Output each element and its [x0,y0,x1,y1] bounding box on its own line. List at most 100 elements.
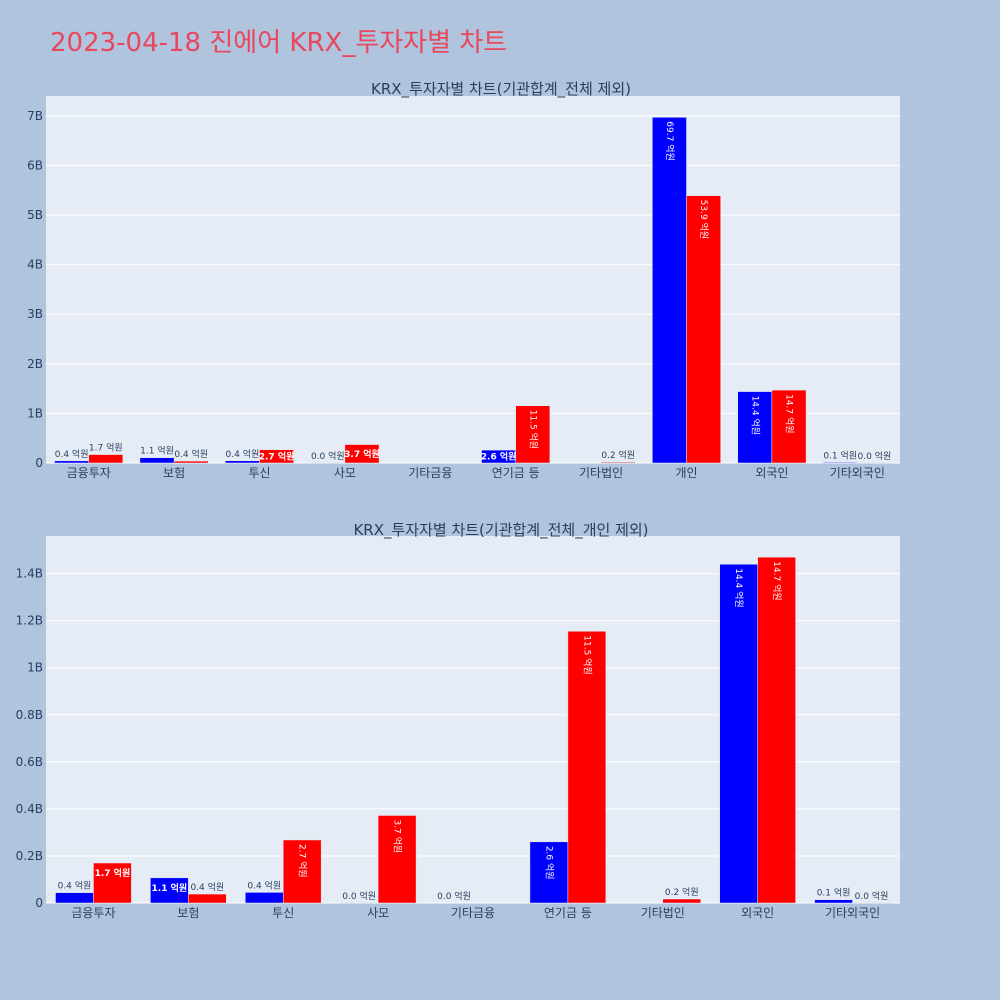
chart-title: KRX_투자자별 차트(기관합계_전체 제외) [371,80,631,99]
bar [377,815,417,904]
bar [719,563,758,904]
y-tick-label: 0 [35,896,43,910]
bar [173,460,209,464]
y-tick-label: 0 [35,456,43,470]
data-label: 0.2 억원 [601,449,635,461]
data-label: 14.7 억원 [771,561,783,600]
bar [88,454,124,464]
bar [567,631,607,904]
bar [822,462,858,464]
data-label: 14.7 억원 [783,394,795,433]
data-label: 2.7 억원 [259,450,295,462]
x-tick-label: 기타법인 [641,906,685,920]
y-tick-label: 1.2B [16,614,43,628]
bar [529,841,569,904]
data-label: 11.5 억원 [527,410,539,449]
y-tick-label: 0.2B [16,849,43,863]
bar [600,461,636,464]
y-tick-label: 2B [27,357,43,371]
data-label: 2.6 억원 [543,846,555,880]
bar [55,892,94,904]
x-tick-label: 금융투자 [67,466,111,480]
y-tick-label: 7B [27,109,43,123]
x-tick-label: 외국인 [741,906,774,920]
y-tick-label: 0.8B [16,708,43,722]
data-label: 0.0 억원 [311,450,345,462]
bar [652,117,687,464]
data-label: 0.4 억원 [58,880,92,892]
x-tick-label: 기타법인 [579,466,623,480]
data-label: 1.7 억원 [89,442,123,454]
x-tick-label: 기타금융 [451,906,495,920]
bar [686,195,721,464]
x-tick-label: 투신 [248,466,270,480]
data-label: 0.1 억원 [823,449,857,461]
chart-top: KRX_투자자별 차트(기관합계_전체 제외) 0 1B 2B 3B 4B 5B 6B 7B 금융… [27,80,900,480]
x-tick-label: 투신 [272,906,294,920]
data-label: 0.4 억원 [247,879,281,891]
x-tick-label: 사모 [334,466,356,480]
x-tick-label: 개인 [675,466,697,480]
bar [245,892,284,904]
x-tick-label: 외국인 [755,466,788,480]
data-label: 2.6 억원 [481,451,517,463]
x-tick-label: 보험 [177,906,199,920]
y-tick-label: 1B [27,661,43,675]
data-label: 1.1 억원 [140,445,174,457]
y-tick-label: 1B [27,406,43,420]
x-tick-label: 기타외국인 [825,906,880,920]
data-label: 3.7 억원 [392,819,404,853]
bar [225,460,260,464]
bar [282,839,322,904]
bar [737,391,773,464]
data-label: 0.2 억원 [665,886,699,898]
data-label: 14.4 억원 [733,568,745,607]
bar [515,405,551,464]
data-label: 14.4 억원 [749,396,761,435]
bar [662,898,701,904]
bar [757,556,796,904]
bar [93,862,132,904]
x-tick-label: 금융투자 [71,906,115,920]
bar [54,460,89,464]
data-label: 0.1 억원 [817,887,851,899]
data-label: 53.9 억원 [698,200,710,239]
x-tick-label: 연기금 등 [544,906,592,920]
data-label: 11.5 억원 [581,635,593,674]
chart-title: KRX_투자자별 차트(기관합계_전체_개인 제외) [353,521,648,540]
bar [259,449,294,464]
data-label: 69.7 억원 [664,121,676,160]
x-tick-label: 기타외국인 [830,466,885,480]
data-label: 0.0 억원 [858,450,892,462]
x-tick-label: 보험 [163,466,185,480]
page-title: 2023-04-18 진에어 KRX_투자자별 차트 [50,28,508,58]
bar [188,893,227,904]
y-tick-label: 0.4B [16,802,43,816]
data-label: 2.7 억원 [297,844,309,878]
x-tick-label: 기타금융 [408,466,452,480]
y-tick-label: 4B [27,258,43,272]
data-label: 0.4 억원 [190,881,224,893]
data-label: 1.1 억원 [152,882,188,894]
y-tick-label: 1.4B [16,567,43,581]
bar [344,444,380,464]
y-tick-label: 0.6B [16,755,43,769]
data-label: 0.0 억원 [855,890,889,902]
x-tick-label: 사모 [367,906,389,920]
data-label: 0.4 억원 [174,448,208,460]
y-tick-label: 3B [27,307,43,321]
data-label: 0.0 억원 [342,890,376,902]
y-tick-label: 6B [27,158,43,172]
data-label: 0.4 억원 [55,448,89,460]
bar [150,877,189,904]
bar [771,389,807,464]
bar [139,457,175,464]
chart-bottom: KRX_투자자별 차트(기관합계_전체_개인 제외) 0 0.2B 0.4B 0.6B 0… [16,521,900,920]
bar [814,899,853,904]
x-tick-label: 연기금 등 [492,466,540,480]
data-label: 0.4 억원 [226,448,260,460]
data-label: 1.7 억원 [95,867,131,879]
data-label: 3.7 억원 [344,448,380,460]
y-tick-label: 5B [27,208,43,222]
data-label: 0.0 억원 [437,890,471,902]
